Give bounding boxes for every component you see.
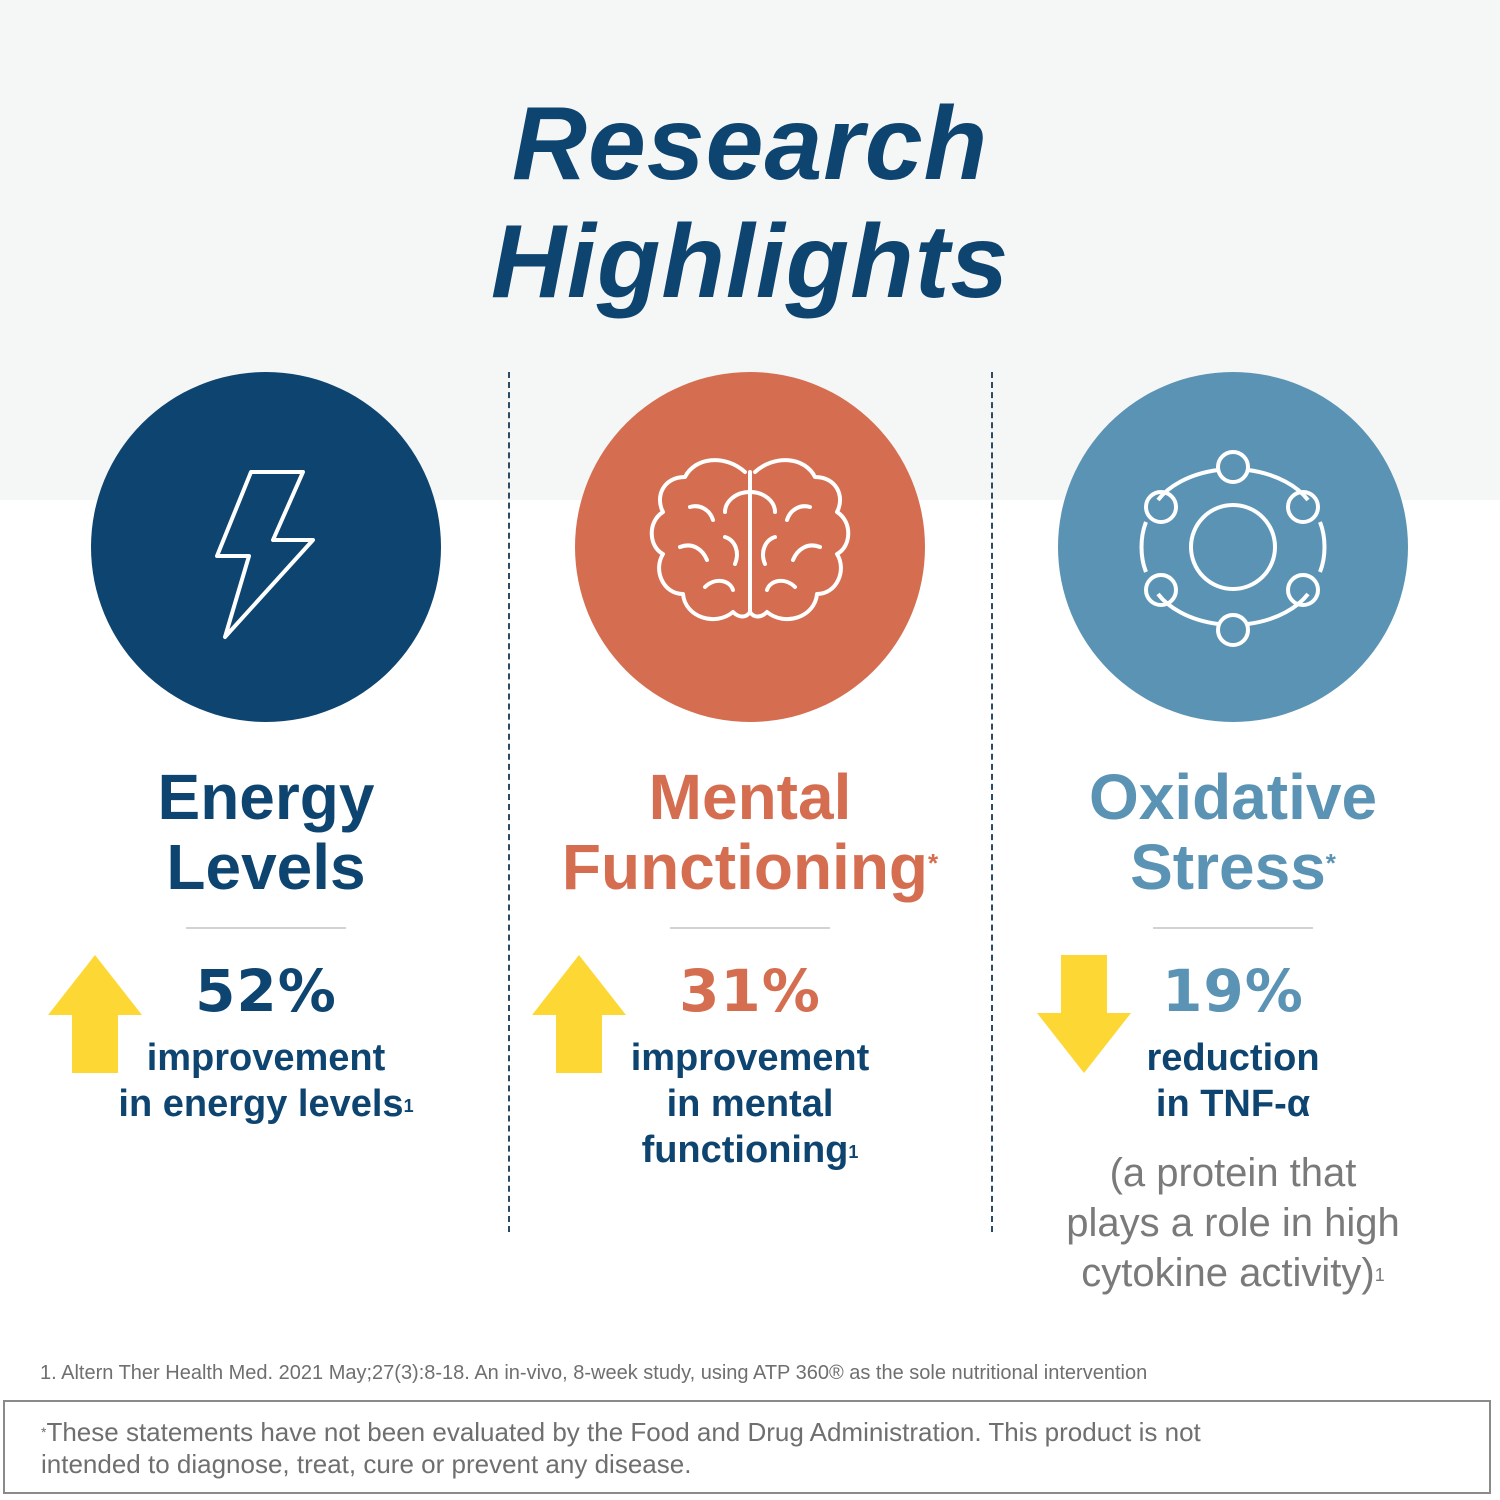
energy-separator bbox=[186, 927, 346, 929]
energy-heading: Energy Levels bbox=[26, 762, 506, 902]
brain-icon bbox=[649, 458, 851, 622]
mental-heading: Mental Functioning* bbox=[510, 762, 990, 902]
energy-percent: 52% bbox=[195, 957, 337, 1025]
oxidative-heading: Oxidative Stress* bbox=[993, 762, 1473, 902]
energy-heading-line-1: Energy bbox=[157, 761, 375, 833]
column-divider-right bbox=[991, 372, 993, 1232]
page-title: Research Highlights bbox=[0, 85, 1500, 321]
oxidative-circle bbox=[1058, 372, 1408, 722]
arrow-up-icon bbox=[532, 955, 626, 1073]
title-line-1: Research bbox=[511, 86, 989, 202]
arrow-up-icon bbox=[48, 955, 142, 1073]
oxidative-heading-line-2: Stress* bbox=[1130, 831, 1336, 903]
mental-circle bbox=[575, 372, 925, 722]
energy-column: Energy Levels 52% improvement in energy … bbox=[26, 0, 506, 1330]
energy-circle bbox=[91, 372, 441, 722]
mental-separator bbox=[670, 927, 830, 929]
oxidative-note: (a protein that plays a role in high cyt… bbox=[1066, 1151, 1400, 1295]
oxidative-percent: 19% bbox=[1162, 957, 1304, 1025]
column-divider-left bbox=[508, 372, 510, 1232]
citation-footnote: 1. Altern Ther Health Med. 2021 May;27(3… bbox=[40, 1362, 1148, 1384]
mental-heading-line-2: Functioning* bbox=[561, 831, 939, 903]
oxidative-separator bbox=[1153, 927, 1313, 929]
energy-description: improvement in energy levels1 bbox=[118, 1037, 414, 1125]
title-line-2: Highlights bbox=[490, 204, 1010, 320]
fda-disclaimer: *These statements have not been evaluate… bbox=[3, 1400, 1491, 1494]
mental-column: Mental Functioning* 31% improvement in m… bbox=[510, 0, 990, 1330]
energy-heading-line-2: Levels bbox=[166, 831, 366, 903]
oxidative-heading-line-1: Oxidative bbox=[1088, 761, 1378, 833]
lightning-bolt-icon bbox=[215, 470, 315, 639]
mental-description: improvement in mental functioning1 bbox=[630, 1037, 870, 1171]
molecule-icon bbox=[1139, 450, 1327, 647]
mental-heading-line-1: Mental bbox=[648, 761, 852, 833]
oxidative-column: Oxidative Stress* 19% reduction in TNF-α… bbox=[993, 0, 1473, 1330]
arrow-down-icon bbox=[1037, 955, 1131, 1073]
mental-percent: 31% bbox=[679, 957, 821, 1025]
oxidative-description: reduction in TNF-α bbox=[1146, 1037, 1320, 1125]
